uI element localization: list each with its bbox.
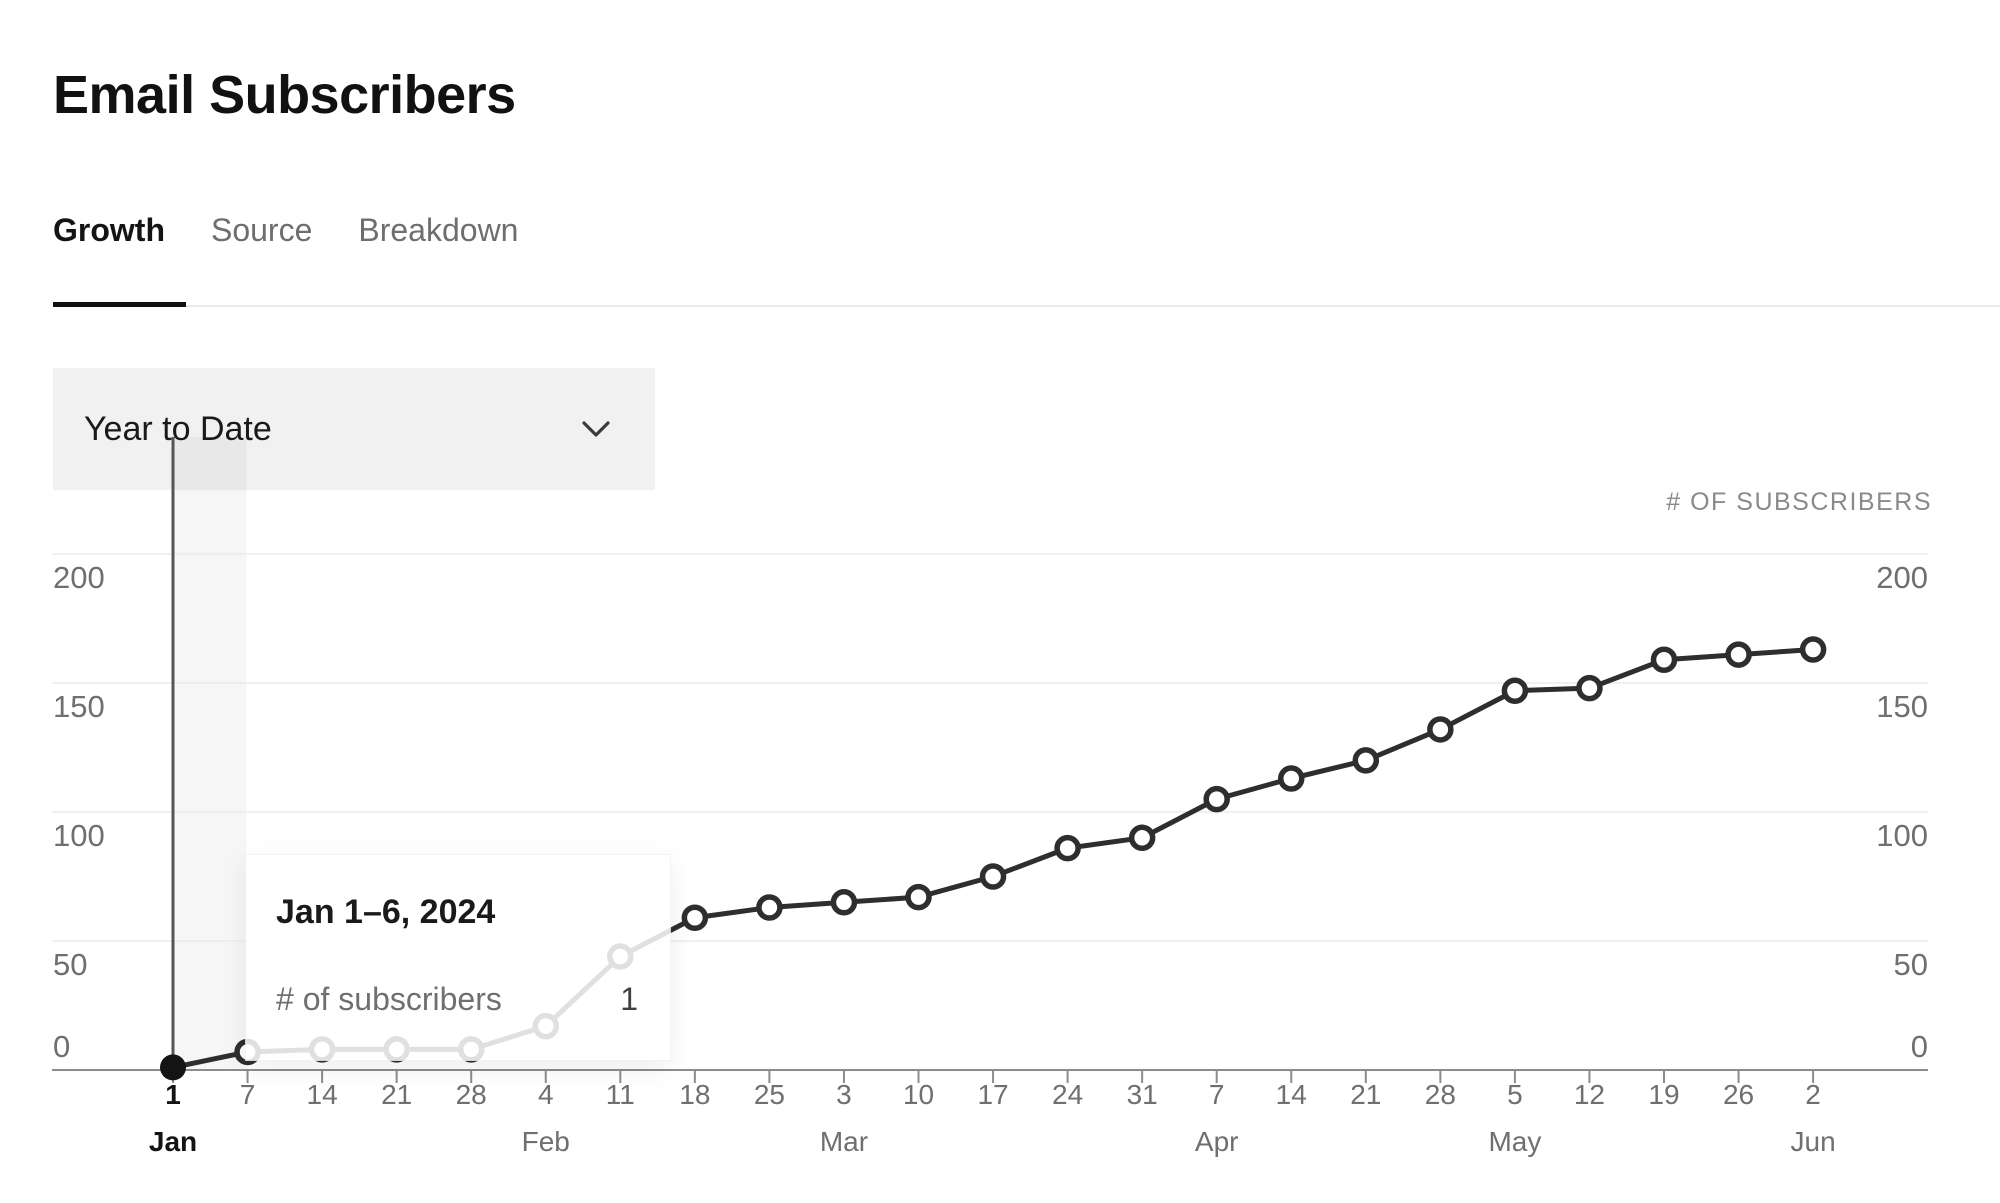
x-axis-month-label: Mar xyxy=(820,1126,868,1157)
data-point-marker[interactable] xyxy=(830,889,858,916)
x-axis-tick-label: 21 xyxy=(1350,1079,1381,1110)
y-axis-label-right: 150 xyxy=(1876,689,1928,724)
tab-divider xyxy=(53,305,2000,307)
y-axis-caption: # OF SUBSCRIBERS xyxy=(1666,488,1932,516)
active-tab-indicator xyxy=(53,302,186,307)
data-point-marker[interactable] xyxy=(681,904,709,932)
x-axis-month-label: Jun xyxy=(1791,1126,1836,1157)
data-point-marker[interactable] xyxy=(1650,646,1678,674)
data-point-marker[interactable] xyxy=(979,863,1007,890)
x-axis-tick-label: 12 xyxy=(1574,1079,1605,1110)
hover-column-band xyxy=(174,437,247,1070)
x-axis-tick-label: 18 xyxy=(679,1079,710,1110)
tab-growth[interactable]: Growth xyxy=(53,212,165,248)
x-axis-tick-label: 28 xyxy=(1425,1079,1456,1110)
y-axis-label-right: 0 xyxy=(1911,1029,1928,1064)
data-point-marker[interactable] xyxy=(1054,834,1081,862)
tooltip-date-range: Jan 1–6, 2024 xyxy=(276,893,496,931)
y-axis-label-left: 0 xyxy=(53,1029,70,1064)
x-axis-tick-label: 5 xyxy=(1507,1079,1523,1110)
x-axis-tick-label: 7 xyxy=(240,1079,256,1110)
y-axis-label-left: 50 xyxy=(53,947,87,982)
x-axis-tick-label: 24 xyxy=(1052,1079,1083,1110)
x-axis-tick-label: 21 xyxy=(381,1079,412,1110)
tooltip-row: # of subscribers 1 xyxy=(276,981,638,1018)
data-point-marker[interactable] xyxy=(1501,677,1529,704)
x-axis-tick-label: 2 xyxy=(1805,1079,1821,1110)
x-axis-tick-label: 4 xyxy=(538,1079,554,1110)
data-point-marker[interactable] xyxy=(1427,716,1454,743)
chevron-down-icon xyxy=(581,419,611,439)
tab-breakdown[interactable]: Breakdown xyxy=(358,212,519,248)
data-point-marker[interactable] xyxy=(1799,636,1827,663)
y-axis-label-right: 50 xyxy=(1894,947,1928,982)
x-axis-tick-label: 26 xyxy=(1723,1079,1754,1110)
x-axis-tick-label: 14 xyxy=(307,1079,338,1110)
x-axis-tick-label: 10 xyxy=(903,1079,934,1110)
date-range-dropdown[interactable]: Year to Date xyxy=(53,368,655,490)
x-axis-tick-label: 31 xyxy=(1127,1079,1158,1110)
x-axis-month-label: Feb xyxy=(522,1126,570,1157)
x-axis-tick-label: 7 xyxy=(1209,1079,1225,1110)
tooltip-series-value: 1 xyxy=(620,981,638,1017)
y-axis-label-left: 100 xyxy=(53,818,105,853)
y-axis-label-right: 100 xyxy=(1876,818,1928,853)
data-point-marker[interactable] xyxy=(1128,824,1156,852)
x-axis-month-label: May xyxy=(1488,1126,1541,1157)
data-point-marker[interactable] xyxy=(1725,641,1752,668)
x-axis-month-label: Apr xyxy=(1195,1126,1239,1157)
page-title: Email Subscribers xyxy=(53,65,516,126)
x-axis-tick-label: 17 xyxy=(977,1079,1008,1110)
y-axis-label-right: 200 xyxy=(1876,560,1928,595)
highlighted-data-point[interactable] xyxy=(160,1054,186,1081)
y-axis-label-left: 200 xyxy=(53,560,105,595)
x-axis-tick-label: 25 xyxy=(754,1079,785,1110)
date-range-value: Year to Date xyxy=(84,409,272,448)
data-point-marker[interactable] xyxy=(905,883,932,911)
data-point-marker[interactable] xyxy=(756,894,783,921)
x-axis-tick-label: 14 xyxy=(1276,1079,1307,1110)
data-point-marker[interactable] xyxy=(1352,747,1380,774)
x-axis-tick-label: 28 xyxy=(456,1079,487,1110)
tab-source[interactable]: Source xyxy=(210,212,313,248)
x-axis-tick-label: 1 xyxy=(165,1079,181,1110)
data-point-marker[interactable] xyxy=(1278,765,1305,792)
x-axis-month-label: Jan xyxy=(149,1126,197,1157)
data-point-marker[interactable] xyxy=(1576,674,1603,702)
chart-tooltip: Jan 1–6, 2024 # of subscribers 1 xyxy=(245,854,671,1061)
x-axis-tick-label: 3 xyxy=(836,1079,852,1110)
x-axis-tick-label: 19 xyxy=(1648,1079,1679,1110)
x-axis-tick-label: 11 xyxy=(606,1079,635,1110)
y-axis-label-left: 150 xyxy=(53,689,105,724)
data-point-marker[interactable] xyxy=(1203,785,1230,813)
tooltip-series-label: # of subscribers xyxy=(276,981,502,1017)
tab-bar: Growth Source Breakdown xyxy=(53,208,518,252)
